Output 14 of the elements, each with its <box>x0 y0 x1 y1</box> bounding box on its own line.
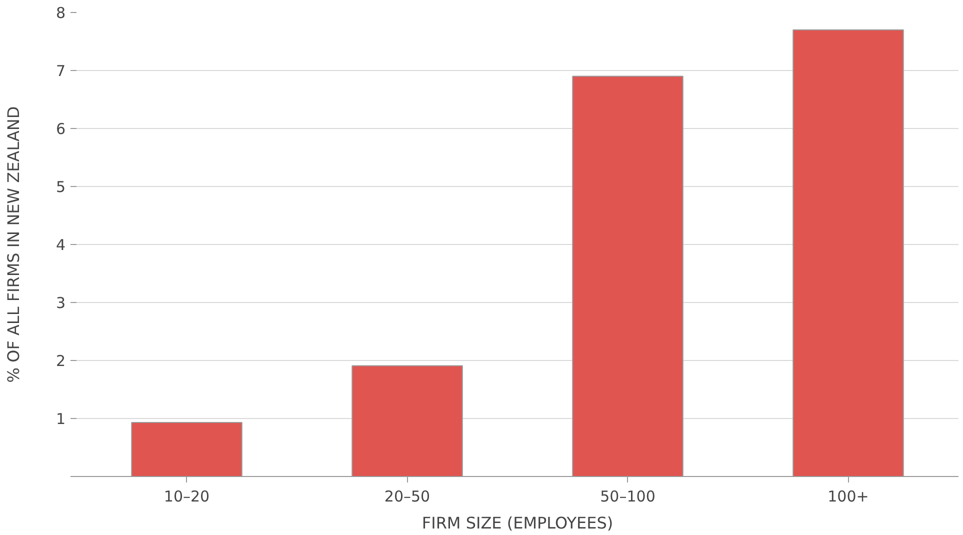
y-tick-label: 6 <box>56 120 66 138</box>
y-tick-label: 5 <box>56 178 66 196</box>
x-tick-label: 50–100 <box>600 488 656 506</box>
y-tick-label: 1 <box>56 410 66 428</box>
x-tick-label: 10–20 <box>164 488 210 506</box>
y-axis-title: % OF ALL FIRMS IN NEW ZEALAND <box>4 106 23 383</box>
x-tick-label: 20–50 <box>384 488 430 506</box>
x-tick-label: 100+ <box>828 488 869 506</box>
y-tick-label: 7 <box>56 62 66 80</box>
x-axis-title: FIRM SIZE (EMPLOYEES) <box>422 514 614 532</box>
y-tick-label: 8 <box>56 4 66 22</box>
y-tick-label: 2 <box>56 352 66 370</box>
y-tick-label: 3 <box>56 294 66 312</box>
y-tick-label: 4 <box>56 236 66 254</box>
